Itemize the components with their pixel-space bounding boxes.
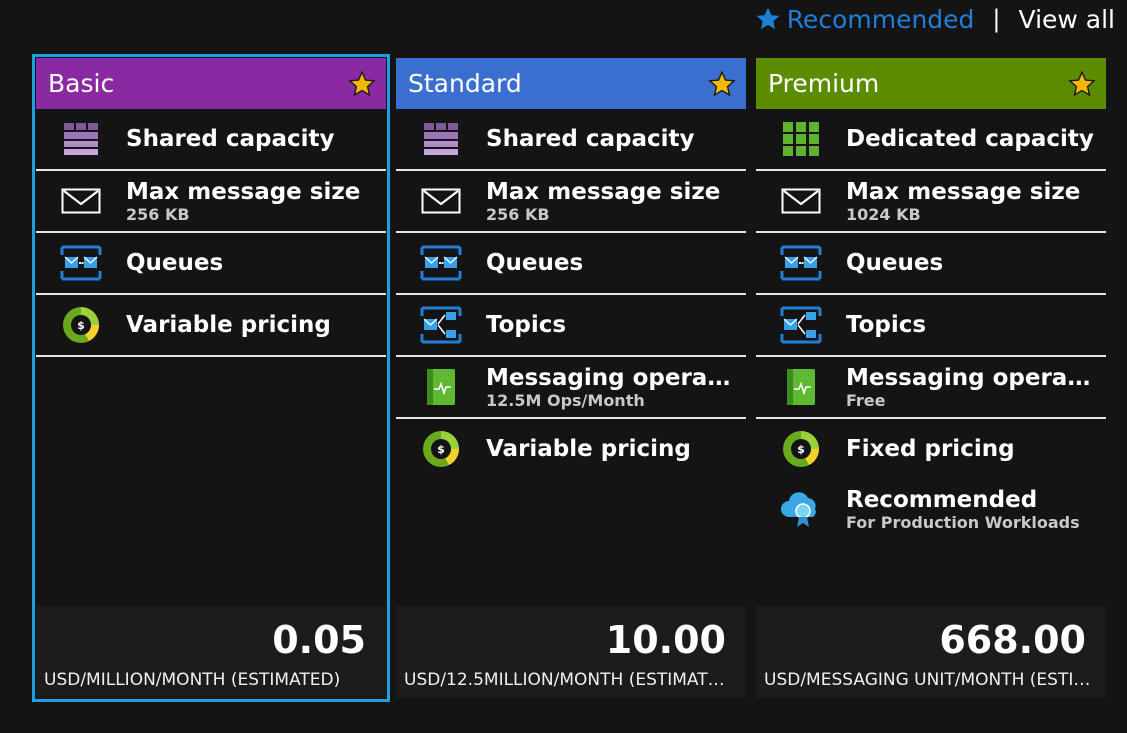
feature-row: Recommended For Production Workloads xyxy=(756,479,1106,539)
card-header: Basic xyxy=(36,58,386,109)
messaging-operations-icon xyxy=(427,369,455,405)
dedicated-capacity-icon xyxy=(783,122,819,156)
feature-row: Messaging operations12.5M Ops/Month xyxy=(396,357,746,419)
card-header: Premium xyxy=(756,58,1106,109)
pricing-dial-icon: $ xyxy=(783,431,819,467)
feature-row: Topics xyxy=(396,295,746,357)
separator: | xyxy=(992,5,1001,33)
envelope-icon xyxy=(61,188,101,214)
feature-row: $ Variable pricing xyxy=(396,419,746,479)
recommended-filter[interactable]: Recommended xyxy=(755,4,975,34)
pricing-tier-card-standard[interactable]: Standard Shared capacity Max message siz… xyxy=(396,58,746,698)
feature-label: Topics xyxy=(846,312,927,338)
messaging-operations-icon xyxy=(787,369,815,405)
feature-label: Shared capacity xyxy=(126,126,335,152)
card-header: Standard xyxy=(396,58,746,109)
envelope-icon xyxy=(421,188,461,214)
price-unit: USD/MESSAGING UNIT/MONTH (ESTIMATED) xyxy=(764,670,1094,690)
feature-row: Queues xyxy=(756,233,1106,295)
pricing-tier-card-premium[interactable]: Premium Dedicated capacity Max message s… xyxy=(756,58,1106,698)
feature-label: Queues xyxy=(126,250,224,276)
feature-row: Max message size 1024 KB xyxy=(756,171,1106,233)
favorite-star-icon[interactable] xyxy=(348,69,376,98)
feature-label: Dedicated capacity xyxy=(846,126,1094,152)
feature-row: Shared capacity xyxy=(396,109,746,171)
price-block: 10.00 USD/12.5MILLION/MONTH (ESTIMATED) xyxy=(396,606,746,698)
feature-label: Messaging operations xyxy=(486,365,740,391)
feature-row: $ Variable pricing xyxy=(36,295,386,357)
favorite-star-icon[interactable] xyxy=(1068,69,1096,98)
feature-label: Max message size xyxy=(126,179,361,205)
feature-row: Max message size 256 KB xyxy=(396,171,746,233)
price-amount: 10.00 xyxy=(605,618,726,662)
feature-label: Queues xyxy=(846,250,944,276)
recommended-cloud-icon xyxy=(781,492,816,527)
topics-icon xyxy=(780,306,822,344)
svg-text:$: $ xyxy=(437,443,445,456)
feature-row: Messaging operationsFree xyxy=(756,357,1106,419)
price-amount: 668.00 xyxy=(939,618,1086,662)
feature-label: Variable pricing xyxy=(486,436,691,462)
pricing-dial-icon: $ xyxy=(63,307,99,343)
tier-name: Premium xyxy=(768,69,880,98)
feature-label: Queues xyxy=(486,250,584,276)
queues-icon xyxy=(60,245,102,281)
envelope-icon xyxy=(781,188,821,214)
svg-text:$: $ xyxy=(797,443,805,456)
view-all-link[interactable]: View all xyxy=(1018,4,1115,34)
pricing-tier-card-basic[interactable]: Basic Shared capacity Max message size 25… xyxy=(32,54,390,702)
pricing-dial-icon: $ xyxy=(423,431,459,467)
feature-row: Dedicated capacity xyxy=(756,109,1106,171)
recommended-label: Recommended xyxy=(786,4,975,34)
topics-icon xyxy=(420,306,462,344)
feature-sublabel: Free xyxy=(846,391,886,410)
feature-row: Queues xyxy=(396,233,746,295)
queues-icon xyxy=(780,245,822,281)
feature-label: Topics xyxy=(486,312,567,338)
price-unit: USD/12.5MILLION/MONTH (ESTIMATED) xyxy=(404,670,734,690)
feature-sublabel: 256 KB xyxy=(486,205,550,224)
feature-label: Variable pricing xyxy=(126,312,331,338)
queues-icon xyxy=(420,245,462,281)
tier-name: Standard xyxy=(408,69,522,98)
shared-capacity-icon xyxy=(64,123,98,155)
price-block: 668.00 USD/MESSAGING UNIT/MONTH (ESTIMAT… xyxy=(756,606,1106,698)
feature-label: Fixed pricing xyxy=(846,436,1015,462)
feature-label: Recommended xyxy=(846,487,1038,513)
feature-label: Shared capacity xyxy=(486,126,695,152)
feature-sublabel: 12.5M Ops/Month xyxy=(486,391,645,410)
price-unit: USD/MILLION/MONTH (ESTIMATED) xyxy=(44,670,341,690)
price-block: 0.05 USD/MILLION/MONTH (ESTIMATED) xyxy=(36,606,386,698)
feature-sublabel: 1024 KB xyxy=(846,205,921,224)
star-icon xyxy=(756,7,780,30)
favorite-star-icon[interactable] xyxy=(708,69,736,98)
feature-sublabel: 256 KB xyxy=(126,205,190,224)
feature-label: Max message size xyxy=(846,179,1081,205)
tier-name: Basic xyxy=(48,69,115,98)
price-amount: 0.05 xyxy=(272,618,366,662)
feature-sublabel: For Production Workloads xyxy=(846,513,1080,532)
feature-label: Max message size xyxy=(486,179,721,205)
feature-row: $ Fixed pricing xyxy=(756,419,1106,479)
svg-text:$: $ xyxy=(77,319,85,332)
feature-label: Messaging operations xyxy=(846,365,1100,391)
feature-row: Topics xyxy=(756,295,1106,357)
top-filter-bar: Recommended | View all xyxy=(755,2,1115,36)
shared-capacity-icon xyxy=(424,123,458,155)
feature-row: Max message size 256 KB xyxy=(36,171,386,233)
feature-row: Queues xyxy=(36,233,386,295)
feature-row: Shared capacity xyxy=(36,109,386,171)
